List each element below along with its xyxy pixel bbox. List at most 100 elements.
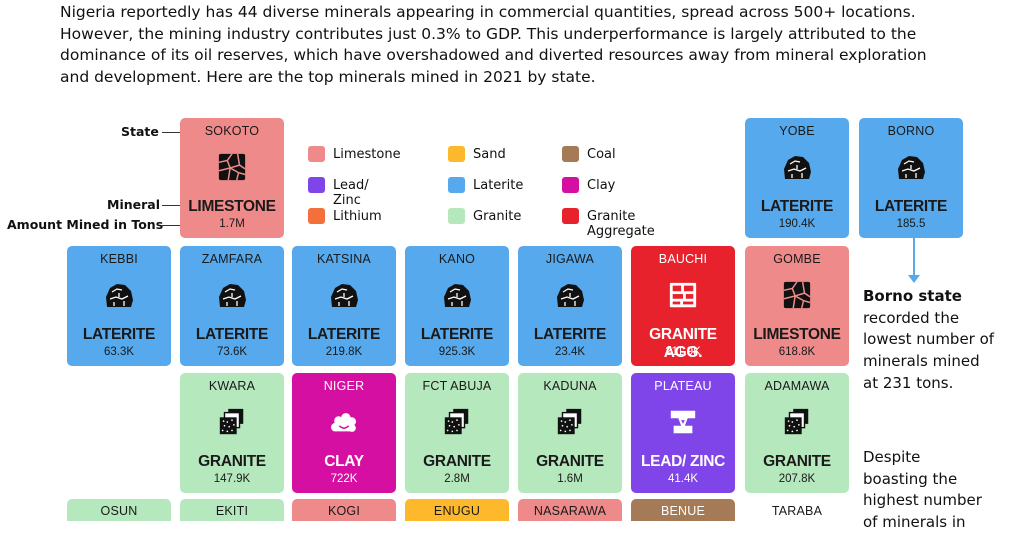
granite-icon [216,407,248,437]
side-note-line: at 231 tons. [863,373,954,392]
state-tile-taraba: TARABA [745,499,849,521]
limestone-icon [781,280,813,310]
intro-line: dominance of its oil reserves, which hav… [60,46,927,64]
amount-mined: 190.4K [778,218,816,230]
mineral-name: GRANITE AGG. [649,326,717,361]
state-tile-benue: BENUE [631,499,735,521]
legend-label-coal: Coal [587,147,616,162]
side-note-line: lowest number of [863,330,995,349]
state-name: NIGER [323,379,365,393]
granite-icon [554,407,586,437]
legend-swatch-clay [562,177,579,193]
limestone-icon [216,152,248,182]
state-tile-kebbi: KEBBI LATERITE 63.3K [67,246,171,366]
mineral-name: GRANITE [536,453,604,470]
state-tile-borno: BORNO LATERITE 185.5 [859,118,963,238]
state-tile-katsina: KATSINA LATERITE 219.8K [292,246,396,366]
legend-swatch-lithium [308,208,325,224]
amount-mined: 185.5 [896,218,926,230]
legend-label-sand: Sand [473,147,506,162]
mineral-name: LATERITE [307,326,381,343]
amount-mined: 73.6K [216,346,248,358]
key-label-mineral: Mineral [107,197,160,212]
granite-icon [441,407,473,437]
state-tile-nasarawa: NASARAWA [518,499,622,521]
state-name: GOMBE [773,252,821,266]
mineral-name: LEAD/ ZINC [641,453,725,470]
amount-mined: 211.9K [665,346,701,358]
state-tile-gombe: GOMBE LIMESTONE 618.8K [745,246,849,366]
key-label-state: State [121,124,159,139]
legend-swatch-sand [448,146,465,162]
side-note-borno: Borno state recorded the lowest number o… [863,286,1009,395]
state-name: ADAMAWA [764,379,830,393]
state-tile-kano: KANO LATERITE 925.3K [405,246,509,366]
state-name: KADUNA [543,379,597,393]
state-tile-kaduna: KADUNA GRANITE 1.6M [518,373,622,493]
mineral-name: LATERITE [195,326,269,343]
state-tile-kwara: KWARA GRANITE 147.9K [180,373,284,493]
state-name: KATSINA [317,252,371,266]
amount-mined: 41.4K [667,473,699,485]
key-line-state [162,132,190,133]
state-name: BAUCHI [658,252,708,266]
amount-mined: 1.6M [557,473,583,485]
state-name: FCT ABUJA [422,379,492,393]
side-note-line: boasting the [863,469,958,488]
legend-swatch-limestone [308,146,325,162]
state-tile-adamawa: ADAMAWA GRANITE 207.8K [745,373,849,493]
rock-icon [103,280,135,310]
clay-icon [328,407,360,437]
state-name: KEBBI [100,252,138,266]
state-name: JIGAWA [545,252,595,266]
state-name: BORNO [887,124,935,138]
state-name: KOGI [327,504,361,518]
amount-mined: 618.8K [778,346,816,358]
state-tile-ekiti: EKITI [180,499,284,521]
legend-label-clay: Clay [587,178,616,193]
granite-icon [781,407,813,437]
amount-mined: 1.7M [219,218,245,230]
legend-label-granite: Granite [473,209,522,224]
state-tile-bauchi: BAUCHI GRANITE AGG. 211.9K [631,246,735,366]
rock-icon [781,152,813,182]
state-name: YOBE [779,124,815,138]
side-note-line: of minerals in [863,513,966,532]
state-name: ENUGU [433,504,481,518]
rock-icon [328,280,360,310]
callout-arrow-icon [908,275,920,283]
amount-mined: 63.3K [103,346,135,358]
legend-label-limestone: Limestone [333,147,401,162]
intro-line: Nigeria reportedly has 44 diverse minera… [60,3,916,21]
rock-icon [554,280,586,310]
intro-line: and development. Here are the top minera… [60,67,596,86]
amount-mined: 207.8K [778,473,816,485]
side-note-bold: Borno state [863,287,962,305]
mineral-name: LATERITE [82,326,156,343]
state-tile-plateau: PLATEAU LEAD/ ZINC 41.4K [631,373,735,493]
key-line-amount [162,225,190,226]
side-note-line: Despite [863,448,921,466]
amount-mined: 722K [330,473,358,485]
key-label-amount: Amount Mined in Tons [7,217,164,232]
state-tile-kogi: KOGI [292,499,396,521]
state-tile-yobe: YOBE LATERITE 190.4K [745,118,849,238]
mineral-name: GRANITE [423,453,491,470]
amount-mined: 23.4K [554,346,586,358]
mineral-name: CLAY [324,453,364,470]
mineral-name: LATERITE [420,326,494,343]
legend-label-lead-zinc: Lead/ Zinc [333,178,369,208]
amount-mined: 219.8K [325,346,363,358]
mineral-name: GRANITE [763,453,831,470]
side-note-line: minerals mined [863,352,980,371]
legend-label-laterite: Laterite [473,178,524,193]
state-name: BENUE [660,504,706,518]
state-tile-zamfara: ZAMFARA LATERITE 73.6K [180,246,284,366]
legend-swatch-laterite [448,177,465,193]
intro-line: However, the mining industry contributes… [60,24,917,43]
mineral-name: LIMESTONE [188,198,276,215]
state-tile-enugu: ENUGU [405,499,509,521]
mineral-name: LATERITE [760,198,834,215]
state-tile-jigawa: JIGAWA LATERITE 23.4K [518,246,622,366]
callout-arrow-line [913,237,915,277]
